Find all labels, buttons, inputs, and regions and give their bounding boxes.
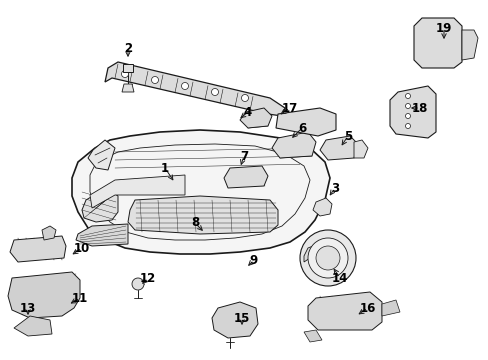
Circle shape: [307, 238, 347, 278]
Polygon shape: [304, 330, 321, 342]
Text: 11: 11: [72, 292, 88, 305]
Polygon shape: [389, 86, 435, 138]
Polygon shape: [353, 140, 367, 158]
Text: 3: 3: [330, 181, 338, 194]
Circle shape: [121, 71, 128, 77]
Polygon shape: [307, 292, 381, 330]
Text: 16: 16: [359, 302, 375, 315]
Polygon shape: [271, 132, 315, 158]
Text: 7: 7: [240, 149, 247, 162]
Polygon shape: [10, 236, 66, 262]
Text: 17: 17: [281, 102, 298, 114]
Text: 12: 12: [140, 271, 156, 284]
Text: 8: 8: [190, 216, 199, 230]
Text: 6: 6: [297, 122, 305, 135]
Polygon shape: [76, 224, 128, 246]
Text: 13: 13: [20, 302, 36, 315]
Polygon shape: [72, 130, 329, 254]
Text: 4: 4: [244, 105, 252, 118]
Text: 1: 1: [161, 162, 169, 175]
Circle shape: [211, 89, 218, 95]
Circle shape: [181, 82, 188, 90]
Polygon shape: [304, 244, 319, 262]
Circle shape: [405, 94, 409, 99]
Circle shape: [315, 246, 339, 270]
Circle shape: [405, 113, 409, 118]
Polygon shape: [275, 108, 335, 136]
Polygon shape: [90, 175, 184, 208]
Circle shape: [241, 94, 248, 102]
Polygon shape: [381, 300, 399, 316]
Circle shape: [132, 278, 143, 290]
Polygon shape: [105, 62, 285, 116]
Polygon shape: [312, 198, 331, 216]
Circle shape: [405, 104, 409, 108]
Polygon shape: [413, 18, 461, 68]
Text: 2: 2: [123, 41, 132, 54]
Polygon shape: [128, 196, 278, 234]
Polygon shape: [461, 30, 477, 60]
Polygon shape: [88, 140, 115, 170]
Polygon shape: [123, 64, 133, 72]
Polygon shape: [82, 192, 118, 222]
Polygon shape: [8, 272, 80, 318]
Text: 9: 9: [249, 253, 258, 266]
Polygon shape: [14, 316, 52, 336]
Text: 10: 10: [74, 242, 90, 255]
Polygon shape: [122, 84, 134, 92]
Polygon shape: [319, 136, 357, 160]
Polygon shape: [212, 302, 258, 338]
Text: 14: 14: [331, 271, 347, 284]
Circle shape: [405, 123, 409, 129]
Circle shape: [299, 230, 355, 286]
Polygon shape: [42, 226, 56, 240]
Polygon shape: [240, 108, 271, 128]
Text: 15: 15: [233, 311, 250, 324]
Text: 18: 18: [411, 102, 427, 114]
Polygon shape: [224, 166, 267, 188]
Text: 5: 5: [343, 130, 351, 143]
Text: 19: 19: [435, 22, 451, 35]
Circle shape: [151, 77, 158, 84]
